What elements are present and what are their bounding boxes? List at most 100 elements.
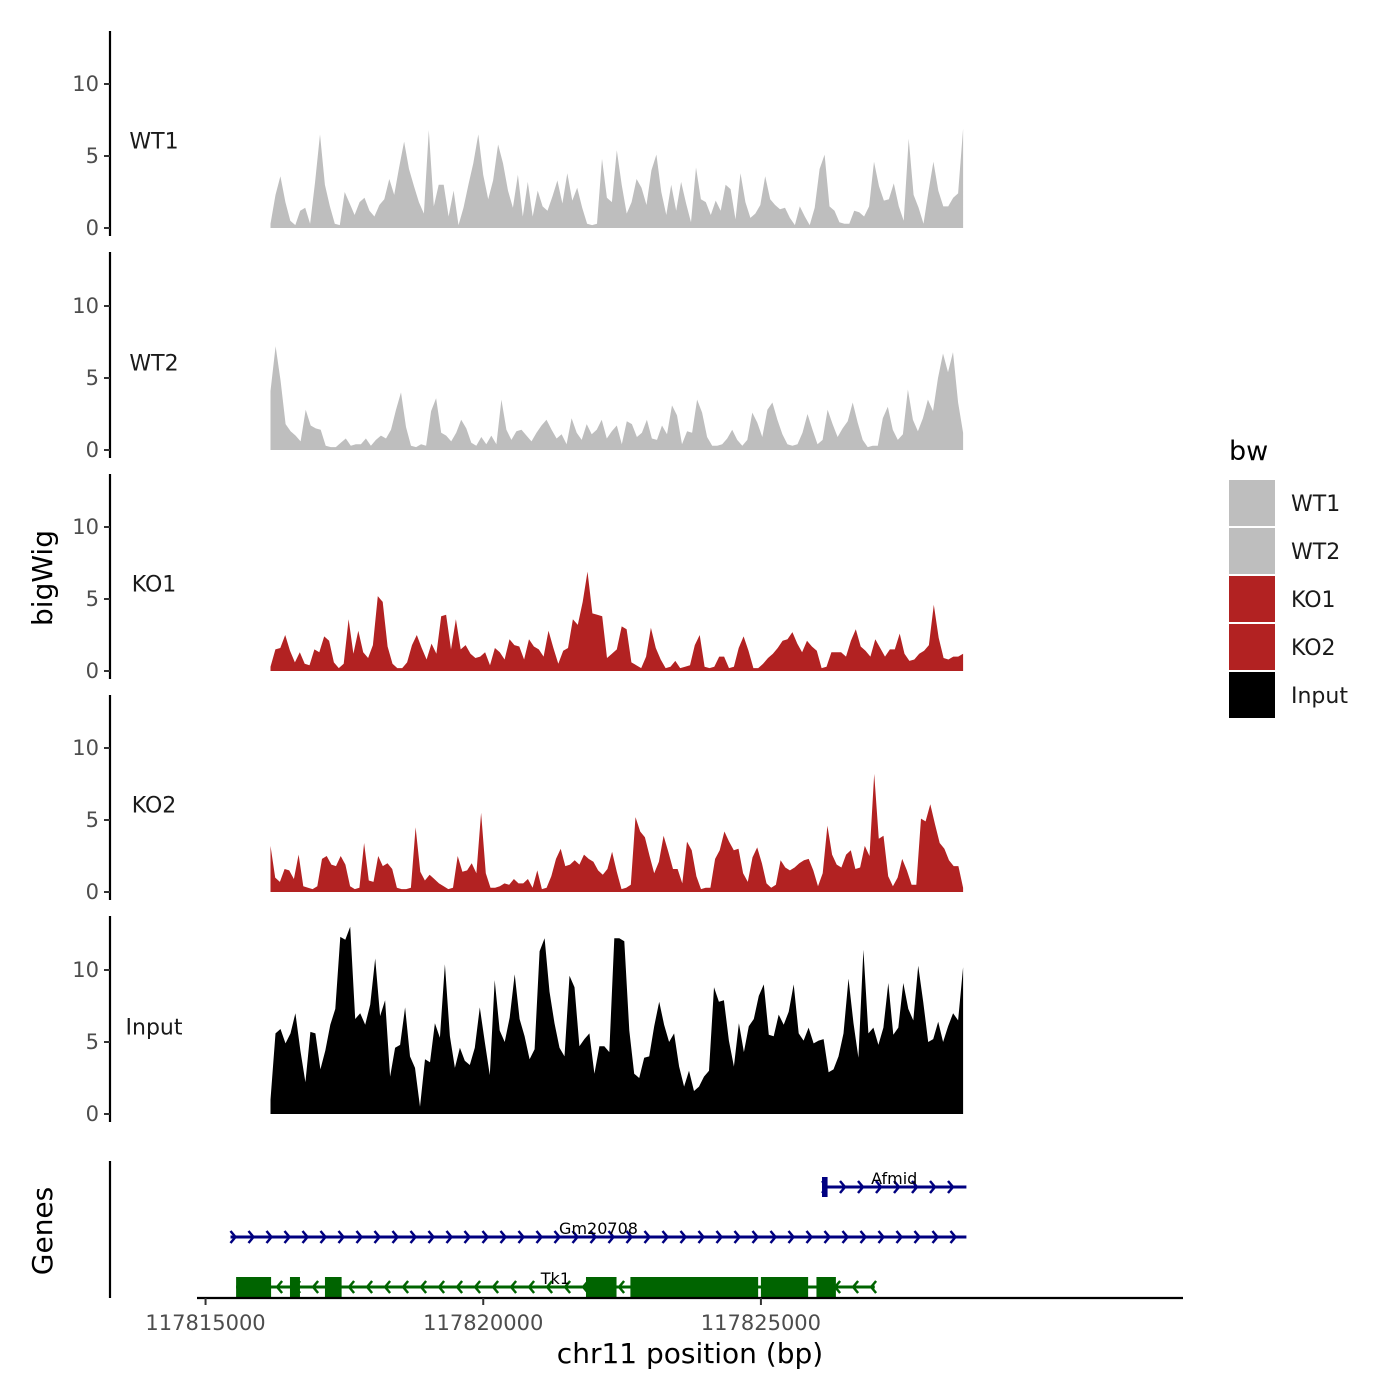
exon <box>324 1277 342 1297</box>
exon <box>585 1277 617 1297</box>
x-tick-label: 117820000 <box>423 1311 543 1335</box>
strand-arrow <box>553 1230 562 1244</box>
strand-arrow <box>373 1230 382 1244</box>
y-tick-label: 5 <box>86 808 99 832</box>
track-label-input: Input <box>126 1016 183 1041</box>
strand-arrow <box>911 1180 919 1194</box>
legend-label-wt2: WT2 <box>1291 540 1340 565</box>
strand-arrow <box>617 1280 626 1294</box>
legend-swatch-input <box>1229 672 1275 718</box>
strand-arrow <box>301 1230 310 1244</box>
strand-arrow <box>247 1230 256 1244</box>
y-tick-label: 10 <box>72 72 99 96</box>
exon <box>822 1177 828 1197</box>
strand-arrow <box>319 1230 328 1244</box>
track-area-wt2 <box>270 346 964 450</box>
x-axis: 117815000 117820000 117825000 <box>145 1296 1183 1335</box>
strand-arrow <box>311 1280 320 1294</box>
strand-arrow <box>491 1280 500 1294</box>
strand-arrow <box>265 1230 274 1244</box>
y-tick-label: 0 <box>86 438 99 462</box>
exon <box>236 1277 272 1297</box>
legend-swatch-wt1 <box>1229 480 1275 526</box>
exon <box>630 1277 759 1297</box>
y-tick-label: 10 <box>72 294 99 318</box>
y-tick-label: 10 <box>72 736 99 760</box>
exon <box>816 1277 836 1297</box>
strand-arrow <box>275 1280 284 1294</box>
strand-arrow <box>437 1280 446 1294</box>
y-tick-label: 0 <box>86 659 99 683</box>
gene-label: Afmid <box>871 1169 917 1188</box>
strand-arrow <box>751 1230 760 1244</box>
strand-arrow <box>929 1180 937 1194</box>
strand-arrow <box>229 1230 238 1244</box>
strand-arrow <box>445 1230 454 1244</box>
strand-arrow <box>851 1280 860 1294</box>
strand-arrow <box>401 1280 410 1294</box>
y-tick-label: 10 <box>72 958 99 982</box>
strand-arrow <box>419 1280 428 1294</box>
strand-arrow <box>839 1180 847 1194</box>
strand-arrow <box>877 1230 886 1244</box>
strand-arrow <box>947 1180 955 1194</box>
legend-swatch-wt2 <box>1229 528 1275 574</box>
exon <box>760 1277 809 1297</box>
strand-arrow <box>383 1280 392 1294</box>
strand-arrow <box>661 1230 670 1244</box>
strand-arrow <box>355 1230 364 1244</box>
track-label-wt1: WT1 <box>129 130 178 155</box>
strand-arrow <box>805 1230 814 1244</box>
y-tick-label: 5 <box>86 366 99 390</box>
strand-arrow <box>473 1280 482 1294</box>
legend-label-input: Input <box>1291 684 1348 709</box>
legend-title: bw <box>1229 436 1268 467</box>
strand-arrow <box>625 1230 634 1244</box>
gene-track: Afmid Gm20708 Tk1 <box>108 1161 967 1298</box>
strand-arrow <box>571 1230 580 1244</box>
y-tick-label: 0 <box>86 880 99 904</box>
legend-label-ko1: KO1 <box>1291 588 1336 613</box>
track-area-ko2 <box>270 773 964 892</box>
strand-arrow <box>545 1280 554 1294</box>
strand-arrow <box>463 1230 472 1244</box>
strand-arrow <box>481 1230 490 1244</box>
legend-label-ko2: KO2 <box>1291 636 1336 661</box>
y-tick-label: 10 <box>72 515 99 539</box>
strand-arrow <box>931 1230 940 1244</box>
strand-arrow <box>875 1180 883 1194</box>
y-tick-label: 5 <box>86 587 99 611</box>
track-ko2: 0 5 10 KO2 <box>72 695 964 904</box>
coverage-tracks: 0 5 10 WT1 0 5 10 WT2 0 5 10 KO1 0 5 10 KO2 0 5 10 Input <box>72 31 964 1126</box>
strand-arrow <box>509 1280 518 1294</box>
y-tick-label: 0 <box>86 216 99 240</box>
gene-gm20708: Gm20708 <box>229 1219 967 1244</box>
gene-afmid: Afmid <box>821 1169 967 1197</box>
x-tick-label: 117815000 <box>145 1311 265 1335</box>
exon <box>289 1277 300 1297</box>
strand-arrow <box>787 1230 796 1244</box>
strand-arrow <box>859 1230 868 1244</box>
strand-arrow <box>949 1230 958 1244</box>
strand-arrow <box>283 1230 292 1244</box>
gene-tk1: Tk1 <box>236 1269 878 1297</box>
strand-arrow <box>893 1180 901 1194</box>
strand-arrow <box>337 1230 346 1244</box>
track-area-input <box>270 926 964 1114</box>
strand-arrow <box>589 1230 598 1244</box>
strand-arrow <box>679 1230 688 1244</box>
strand-arrow <box>913 1230 922 1244</box>
strand-arrow <box>527 1280 536 1294</box>
track-label-ko1: KO1 <box>132 573 177 598</box>
x-axis-title: chr11 position (bp) <box>557 1337 823 1370</box>
track-area-ko1 <box>270 571 964 671</box>
y-tick-label: 0 <box>86 1102 99 1126</box>
track-wt1: 0 5 10 WT1 <box>72 31 964 240</box>
legend: bw WT1 WT2 KO1 KO2 Input <box>1229 436 1348 718</box>
strand-arrow <box>643 1230 652 1244</box>
strand-arrow <box>365 1280 374 1294</box>
strand-arrow <box>347 1280 356 1294</box>
strand-arrow <box>535 1230 544 1244</box>
